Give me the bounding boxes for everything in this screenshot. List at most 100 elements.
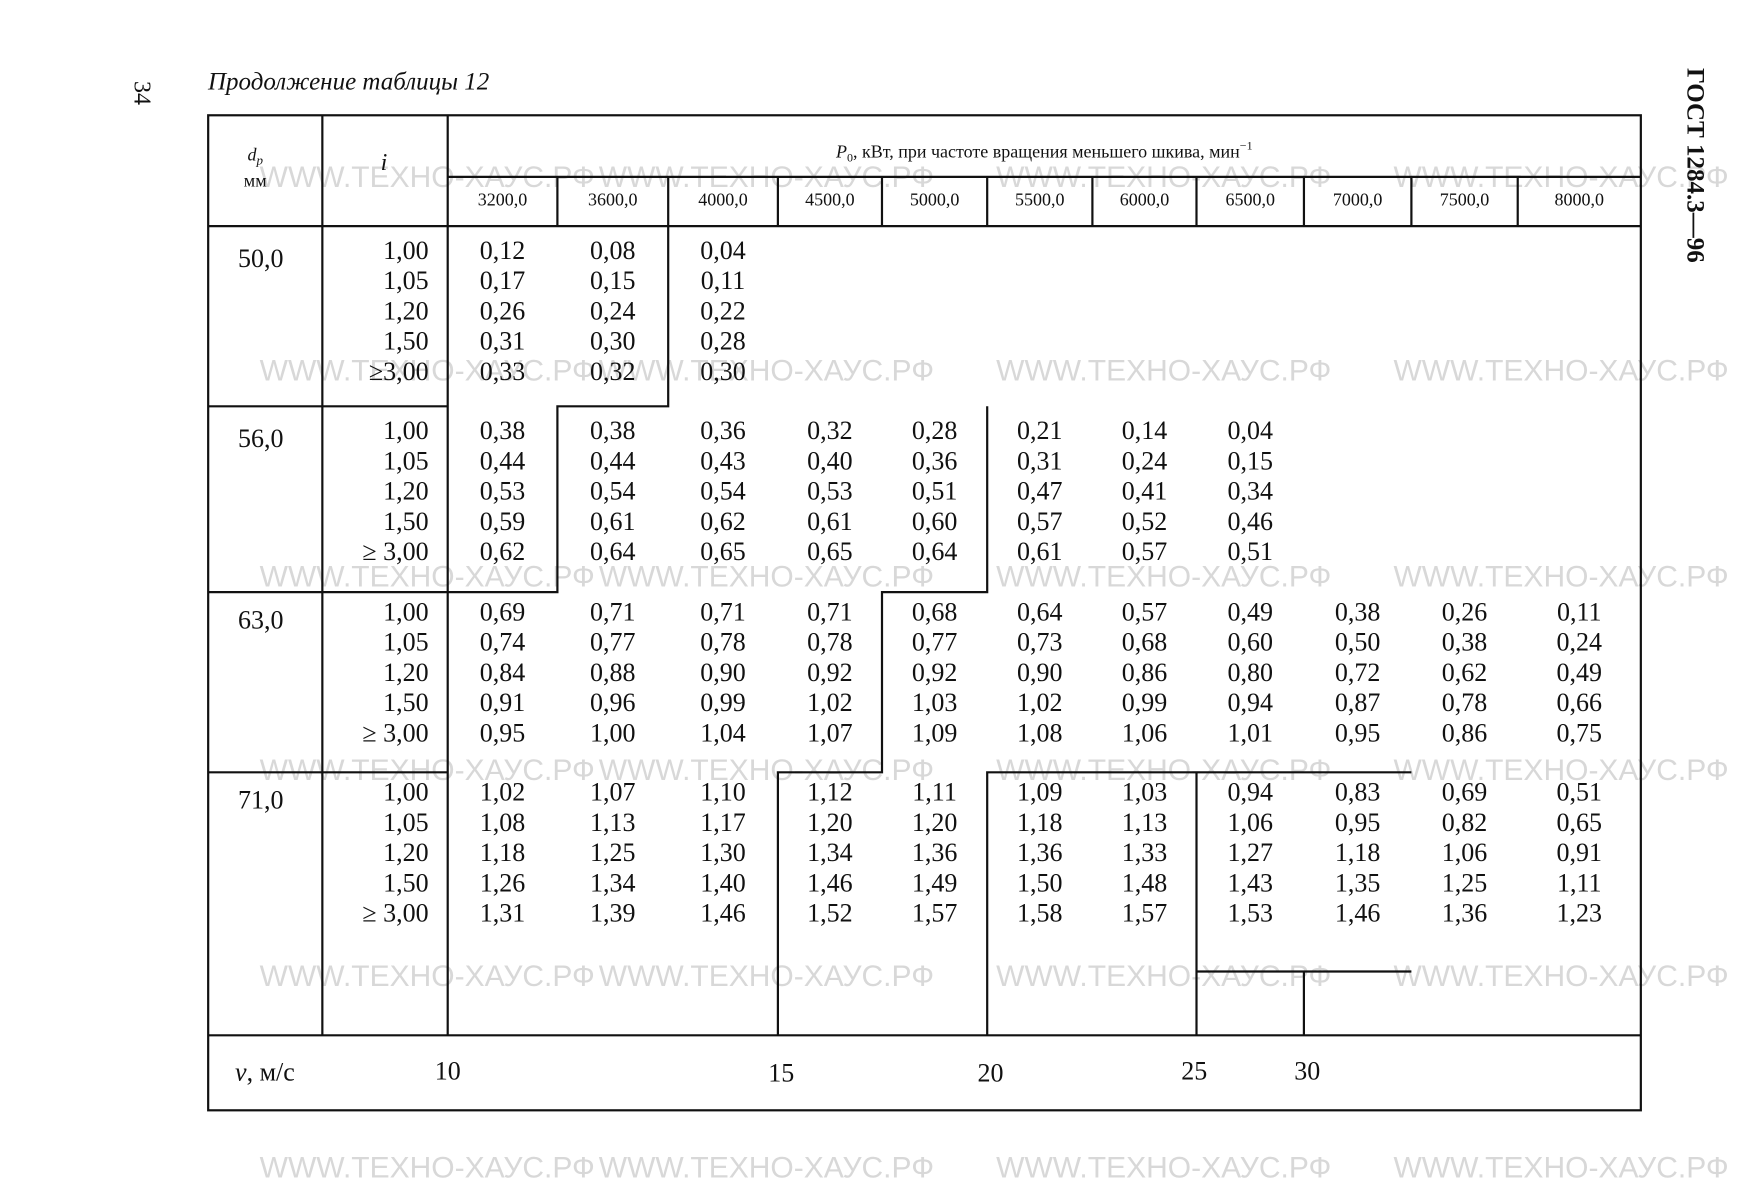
cell-value: 0,99 — [1122, 688, 1168, 717]
cell-value: 0,15 — [1227, 446, 1273, 475]
cell-value: 0,43 — [700, 446, 746, 475]
cell-value: 1,36 — [1442, 899, 1488, 928]
caption: Продолжение таблицы 12 — [207, 69, 489, 96]
cell-value: 1,07 — [590, 778, 636, 807]
i-value: 1,05 — [383, 808, 429, 837]
cell-value: 0,71 — [807, 597, 853, 626]
cell-value: 1,20 — [807, 808, 853, 837]
p-symbol: P — [835, 141, 847, 161]
cell-value: 0,51 — [1557, 778, 1603, 807]
cell-value: 1,46 — [807, 868, 853, 897]
i-value: 1,20 — [383, 296, 429, 325]
cell-value: 0,11 — [701, 266, 746, 295]
speed-label: 10 — [435, 1056, 461, 1085]
cell-value: 1,39 — [590, 899, 636, 928]
watermark: WWW.ТЕХНО-ХАУС.РФ — [996, 355, 1331, 388]
cell-value: 0,14 — [1122, 416, 1168, 445]
cell-value: 0,95 — [1335, 808, 1381, 837]
cell-value: 1,35 — [1335, 868, 1381, 897]
cell-value: 0,92 — [912, 658, 958, 687]
i-value: 1,00 — [383, 778, 429, 807]
watermark: WWW.ТЕХНО-ХАУС.РФ — [260, 754, 595, 787]
cell-value: 1,50 — [1017, 868, 1063, 897]
i-value: ≥ 3,00 — [362, 537, 428, 566]
cell-value: 0,24 — [1557, 628, 1603, 657]
column-header: 6500,0 — [1225, 190, 1275, 210]
page-number: 34 — [128, 81, 154, 105]
cell-value: 1,18 — [480, 838, 526, 867]
cell-value: 0,71 — [700, 597, 746, 626]
cell-value: 0,59 — [480, 507, 526, 536]
cell-value: 0,17 — [480, 266, 526, 295]
column-header: 5500,0 — [1015, 190, 1065, 210]
table-lines — [207, 114, 1642, 1112]
cell-value: 0,64 — [912, 537, 958, 566]
cell-value: 0,47 — [1017, 477, 1063, 506]
cell-value: 0,80 — [1227, 658, 1273, 687]
cell-value: 0,51 — [1227, 537, 1273, 566]
watermark: WWW.ТЕХНО-ХАУС.РФ — [1393, 960, 1728, 993]
i-value: 1,00 — [383, 236, 429, 265]
cell-value: 1,02 — [480, 778, 526, 807]
d-value: 56,0 — [238, 424, 284, 453]
watermark: WWW.ТЕХНО-ХАУС.РФ — [599, 1152, 934, 1185]
v-comma: , — [247, 1057, 260, 1086]
cell-value: 1,02 — [1017, 688, 1063, 717]
cell-value: 0,08 — [590, 236, 636, 265]
cell-value: 1,08 — [480, 808, 526, 837]
cell-value: 1,08 — [1017, 718, 1063, 747]
cell-value: 0,61 — [590, 507, 636, 536]
watermark: WWW.ТЕХНО-ХАУС.РФ — [1393, 561, 1728, 594]
cell-value: 1,26 — [480, 868, 526, 897]
cell-value: 0,77 — [590, 628, 636, 657]
side-title: ГОСТ 1284.3—96 — [1681, 68, 1708, 263]
watermark: WWW.ТЕХНО-ХАУС.РФ — [599, 754, 934, 787]
cell-value: 0,04 — [700, 236, 746, 265]
cell-value: 0,57 — [1122, 597, 1168, 626]
cell-value: 0,57 — [1122, 537, 1168, 566]
cell-value: 0,24 — [590, 296, 636, 325]
i-value: 1,05 — [383, 628, 429, 657]
watermark: WWW.ТЕХНО-ХАУС.РФ — [260, 1152, 595, 1185]
cell-value: 1,34 — [590, 868, 636, 897]
cell-value: 0,72 — [1335, 658, 1381, 687]
cell-value: 0,71 — [590, 597, 636, 626]
column-header: 6000,0 — [1120, 190, 1170, 210]
cell-value: 0,44 — [480, 446, 526, 475]
cell-value: 0,69 — [1442, 778, 1488, 807]
table-cells: dр мм i P0, кВт, при частоте вращения меньш… — [235, 138, 1604, 1087]
cell-value: 0,99 — [700, 688, 746, 717]
cell-value: 1,48 — [1122, 868, 1168, 897]
cell-value: 0,26 — [1442, 597, 1488, 626]
cell-value: 0,66 — [1557, 688, 1603, 717]
cell-value: 0,68 — [1122, 628, 1168, 657]
cell-value: 0,62 — [700, 507, 746, 536]
cell-value: 0,21 — [1017, 416, 1063, 445]
cell-value: 0,91 — [1557, 838, 1603, 867]
cell-value: 1,25 — [590, 838, 636, 867]
cell-value: 0,52 — [1122, 507, 1168, 536]
d-value: 71,0 — [238, 785, 284, 814]
cell-value: 1,09 — [912, 718, 958, 747]
cell-value: 0,53 — [807, 477, 853, 506]
watermark: WWW.ТЕХНО-ХАУС.РФ — [260, 355, 595, 388]
watermark: WWW.ТЕХНО-ХАУС.РФ — [996, 754, 1331, 787]
speed-boundary — [447, 226, 670, 594]
cell-value: 0,78 — [807, 628, 853, 657]
cell-value: 0,38 — [1335, 597, 1381, 626]
speed-label: 25 — [1181, 1056, 1207, 1085]
cell-value: 0,94 — [1227, 688, 1273, 717]
v-unit: м/с — [260, 1057, 295, 1086]
cell-value: 1,12 — [807, 778, 853, 807]
watermark: WWW.ТЕХНО-ХАУС.РФ — [599, 960, 934, 993]
cell-value: 0,38 — [1442, 628, 1488, 657]
cell-value: 1,46 — [1335, 899, 1381, 928]
cell-value: 0,74 — [480, 628, 526, 657]
d-value: 50,0 — [238, 244, 284, 273]
cell-value: 1,34 — [807, 838, 853, 867]
cell-value: 1,06 — [1122, 718, 1168, 747]
p-text: , кВт, при частоте вращения меньшего шки… — [853, 141, 1240, 161]
i-value: 1,50 — [383, 688, 429, 717]
